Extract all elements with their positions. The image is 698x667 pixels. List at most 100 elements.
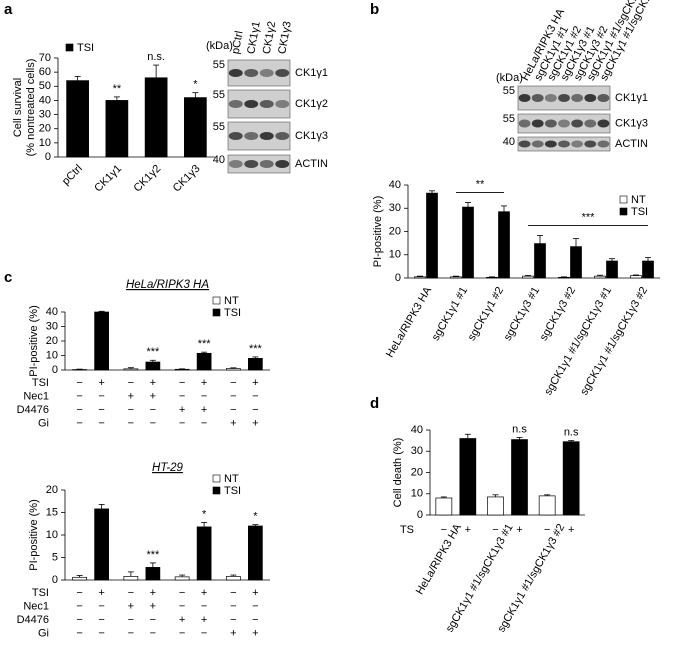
significance-label: * xyxy=(253,511,258,523)
significance-label: n.s. xyxy=(147,51,165,63)
treatment-sign: + xyxy=(201,377,207,389)
treatment-sign: − xyxy=(128,627,134,639)
blot-unit: (kDa) xyxy=(206,40,233,52)
marker-label: 55 xyxy=(503,113,515,125)
blot-band xyxy=(518,119,531,128)
chart-title: HT-29 xyxy=(152,462,183,474)
bar xyxy=(248,525,263,581)
lane-label: CK1γ2 xyxy=(261,20,279,55)
treatment-sign: − xyxy=(252,404,258,416)
blot-band xyxy=(571,140,584,148)
treatment-sign: − xyxy=(98,404,104,416)
row-label: CK1γ1 xyxy=(295,67,328,79)
y-tick-label: 15 xyxy=(46,506,58,518)
y-tick-label: 20 xyxy=(39,123,51,135)
treatment-sign: + xyxy=(465,524,471,536)
marker-label: 55 xyxy=(213,89,225,101)
treatment-sign: − xyxy=(201,627,207,639)
lane-label: CK1γ3 xyxy=(276,20,294,55)
y-tick-label: 10 xyxy=(46,349,58,361)
blot-band xyxy=(531,140,544,148)
blot-band xyxy=(244,160,259,168)
row-label: CK1γ3 xyxy=(615,117,648,129)
significance-label: *** xyxy=(146,346,160,358)
treatment-sign: − xyxy=(492,524,498,536)
y-axis-label: PI-positive (%) xyxy=(28,499,40,571)
y-tick-label: 20 xyxy=(389,225,401,237)
panel-label: c xyxy=(4,269,12,286)
row-label: ACTIN xyxy=(615,138,648,150)
blot-band xyxy=(228,100,243,108)
bar xyxy=(414,276,426,279)
bar xyxy=(594,275,606,279)
y-tick-label: 0 xyxy=(417,509,423,521)
treatment-sign: − xyxy=(252,614,258,626)
treatment-sign: − xyxy=(98,627,104,639)
significance-label: *** xyxy=(582,211,596,223)
treatment-label: TSI xyxy=(32,377,49,389)
legend-swatch xyxy=(212,296,221,305)
bar xyxy=(123,368,139,371)
treatment-sign: + xyxy=(150,600,156,612)
blot-band xyxy=(544,119,557,128)
y-axis-label: PI-positive (%) xyxy=(28,305,40,377)
bar xyxy=(123,576,139,581)
treatment-sign: + xyxy=(201,404,207,416)
treatment-sign: − xyxy=(128,404,134,416)
y-tick-label: 10 xyxy=(411,488,423,500)
y-tick-label: 20 xyxy=(411,466,423,478)
significance-label: ** xyxy=(476,178,485,190)
blot-row xyxy=(227,154,291,174)
treatment-sign: − xyxy=(76,627,82,639)
bar xyxy=(606,260,618,279)
blot-band xyxy=(584,119,597,128)
bar xyxy=(248,358,263,371)
marker-label: 55 xyxy=(213,59,225,71)
significance-label: *** xyxy=(146,549,160,561)
x-tick-label: pCtrl xyxy=(60,163,85,188)
y-tick-label: 40 xyxy=(389,179,401,191)
bar xyxy=(487,496,504,516)
y-tick-label: 0 xyxy=(52,574,58,586)
y-tick-label: 40 xyxy=(46,306,58,318)
treatment-sign: − xyxy=(150,417,156,429)
bar xyxy=(226,368,241,371)
treatment-sign: − xyxy=(201,600,207,612)
treatment-sign: + xyxy=(568,524,574,536)
marker-label: 40 xyxy=(503,136,515,148)
treatment-sign: − xyxy=(252,600,258,612)
blot-band xyxy=(259,160,274,168)
y-tick-label: 10 xyxy=(46,529,58,541)
treatment-label: Gi xyxy=(38,627,49,639)
y-tick-label: 20 xyxy=(46,484,58,496)
marker-label: 40 xyxy=(213,154,225,166)
treatment-sign: − xyxy=(179,600,185,612)
x-tick-label: sgCK1γ1 #2 xyxy=(466,285,506,343)
treatment-label: D4476 xyxy=(17,614,49,626)
blot-band xyxy=(584,94,597,102)
bar xyxy=(226,576,241,581)
bar xyxy=(94,311,109,371)
treatment-sign: − xyxy=(128,614,134,626)
blot-band xyxy=(259,69,274,77)
treatment-sign: − xyxy=(76,417,82,429)
legend-swatch xyxy=(619,207,628,216)
x-tick-label: HeLa/RIPK3 HA xyxy=(384,284,434,359)
x-tick-label: sgCK1γ1 #1/sgCK1γ3 #1 xyxy=(542,285,614,397)
marker-label: 55 xyxy=(503,85,515,97)
bar xyxy=(145,567,161,581)
blot-band xyxy=(259,132,274,140)
treatment-sign: + xyxy=(150,390,156,402)
blot-band xyxy=(544,94,557,102)
significance-label: *** xyxy=(249,343,263,355)
treatment-label: Nec1 xyxy=(23,600,49,612)
panel-label: a xyxy=(4,1,13,18)
legend-label: NT xyxy=(224,473,239,485)
row-label: CK1γ1 xyxy=(615,92,648,104)
x-tick-label: CK1γ2 xyxy=(131,163,163,195)
legend-label: NT xyxy=(224,295,239,307)
treatment-sign: − xyxy=(98,614,104,626)
y-tick-label: 20 xyxy=(46,335,58,347)
y-tick-label: 40 xyxy=(411,424,423,436)
x-tick-label: sgCK1γ3 #2 xyxy=(538,285,578,343)
